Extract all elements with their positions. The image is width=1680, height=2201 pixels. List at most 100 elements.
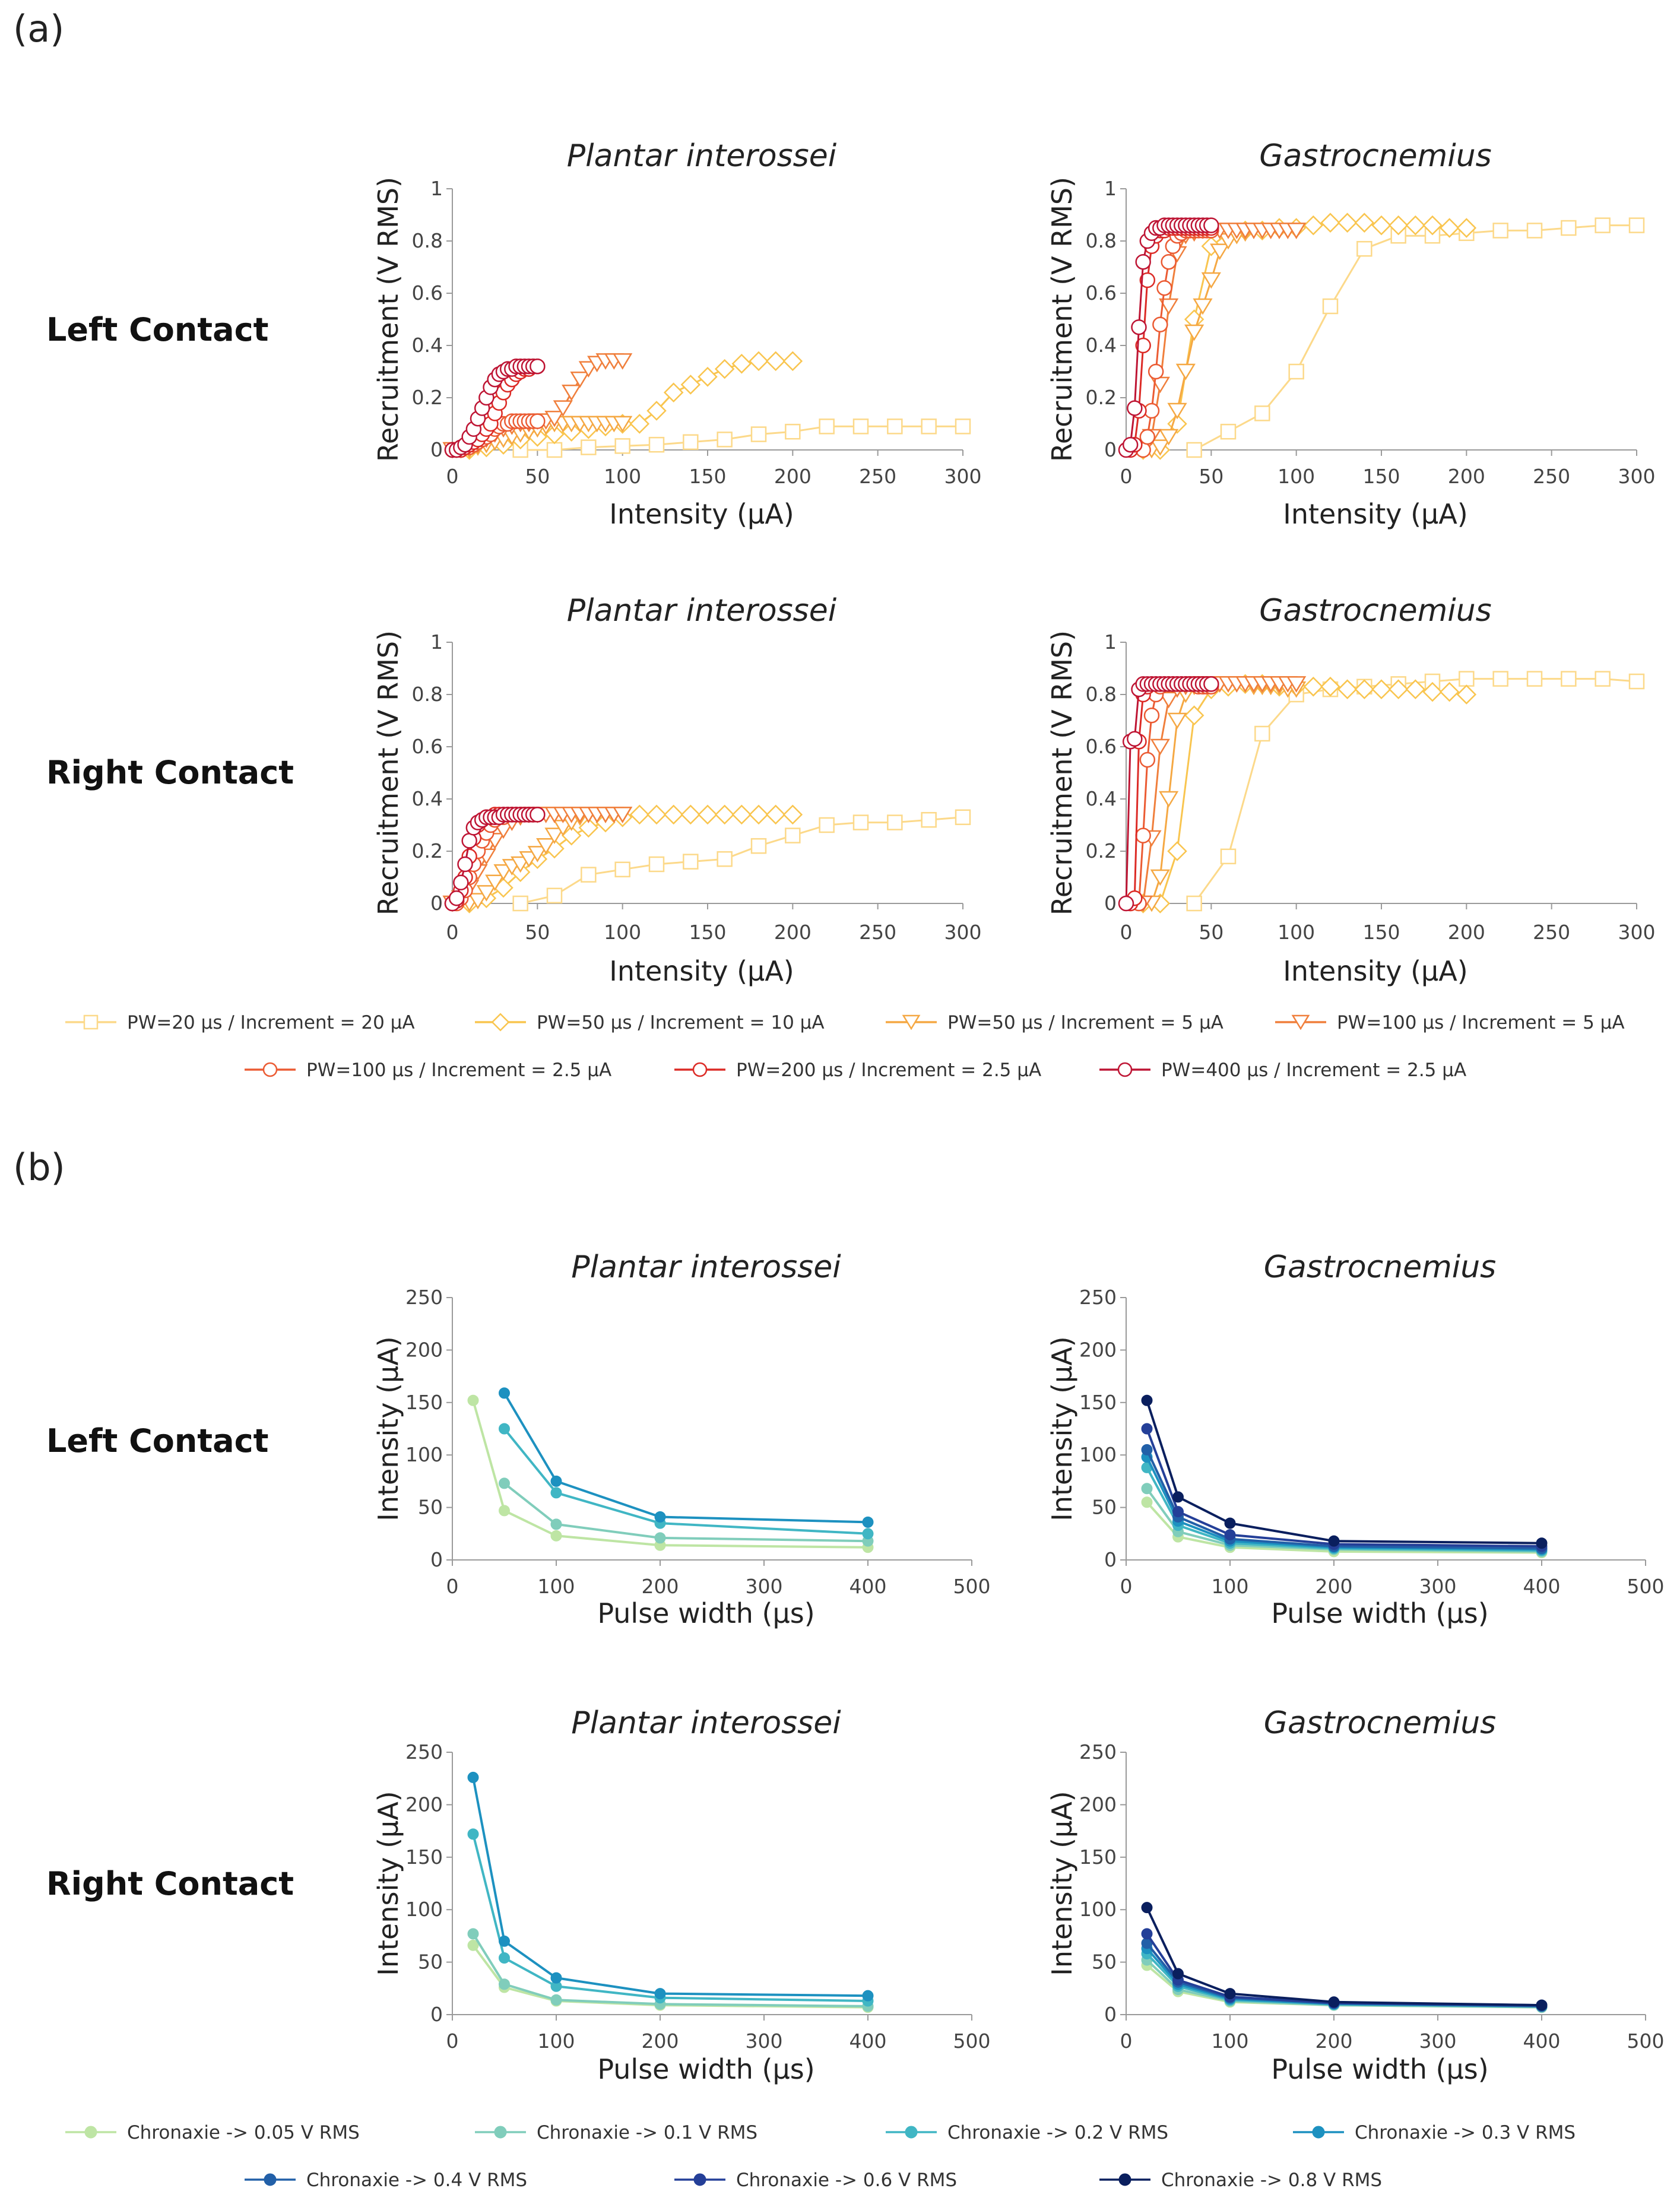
data-point bbox=[1156, 280, 1172, 296]
row-label-a-left: Left Contact bbox=[46, 311, 268, 348]
legend-item-chronaxie-0-2-v-rms: Chronaxie -> 0.2 V RMS bbox=[886, 2122, 1168, 2143]
data-point bbox=[1254, 725, 1270, 742]
data-point bbox=[1135, 253, 1151, 270]
x-axis-label: Intensity (µA) bbox=[1283, 498, 1467, 530]
x-tick-label: 100 bbox=[1212, 2029, 1249, 2053]
legend-label: PW=400 µs / Increment = 2.5 µA bbox=[1161, 1060, 1466, 1081]
series-pw-400-s-increment-2-5-a bbox=[1118, 217, 1219, 458]
legend-marker bbox=[1117, 1062, 1133, 1077]
data-point bbox=[1210, 243, 1230, 261]
data-point bbox=[457, 856, 473, 873]
x-tick-label: 500 bbox=[1627, 2029, 1665, 2053]
data-point bbox=[714, 359, 735, 379]
data-point bbox=[467, 1394, 479, 1406]
x-tick-label: 300 bbox=[746, 1575, 783, 1598]
legend-marker bbox=[262, 1062, 278, 1077]
data-point bbox=[1224, 1529, 1236, 1541]
legend-item-chronaxie-0-3-v-rms: Chronaxie -> 0.3 V RMS bbox=[1293, 2122, 1576, 2143]
legend-item-chronaxie-0-8-v-rms: Chronaxie -> 0.8 V RMS bbox=[1099, 2170, 1382, 2191]
legend-label: Chronaxie -> 0.05 V RMS bbox=[127, 2122, 360, 2143]
data-point bbox=[955, 418, 971, 435]
x-tick-label: 0 bbox=[1120, 1575, 1133, 1598]
data-point bbox=[1303, 677, 1324, 697]
data-point bbox=[499, 1477, 510, 1489]
y-tick-label: 150 bbox=[405, 1845, 443, 1869]
legend-marker bbox=[902, 1014, 921, 1030]
data-point bbox=[614, 438, 630, 454]
data-point bbox=[550, 1530, 562, 1542]
legend-item-chronaxie-0-05-v-rms: Chronaxie -> 0.05 V RMS bbox=[65, 2122, 360, 2143]
y-tick-label: 250 bbox=[405, 1286, 443, 1309]
data-point bbox=[1422, 215, 1443, 236]
legend-panel-b: Chronaxie -> 0.05 V RMS Chronaxie -> 0.1 … bbox=[65, 2122, 1576, 2191]
data-point bbox=[852, 418, 869, 435]
series-chronaxie-0-6-v-rms bbox=[1141, 1423, 1548, 1552]
y-tick-label: 0.6 bbox=[412, 735, 443, 758]
legend-label: PW=50 µs / Increment = 5 µA bbox=[947, 1012, 1223, 1033]
x-tick-label: 300 bbox=[1419, 2029, 1457, 2053]
legend-panel-a: PW=20 µs / Increment = 20 µA PW=50 µs / I… bbox=[65, 1012, 1625, 1081]
data-point bbox=[1150, 869, 1170, 886]
chart-a-right-pi: 0 50 100 150 200 250 300 0 0.2 0.4 0.6 0.8 1 Plantar … bbox=[372, 593, 982, 987]
data-point bbox=[467, 1939, 479, 1951]
data-point bbox=[717, 432, 733, 448]
x-tick-label: 400 bbox=[1523, 1575, 1561, 1598]
data-point bbox=[1254, 405, 1270, 421]
series-chronaxie-0-8-v-rms bbox=[1141, 1394, 1548, 1549]
data-point bbox=[1439, 681, 1460, 702]
data-point bbox=[519, 851, 539, 868]
legend-marker bbox=[83, 1014, 99, 1030]
y-tick-label: 200 bbox=[1079, 1793, 1117, 1816]
data-point bbox=[1150, 738, 1170, 756]
x-tick-label: 100 bbox=[1278, 465, 1315, 488]
data-point bbox=[1139, 272, 1156, 288]
data-point bbox=[561, 825, 582, 846]
chart-title: Gastrocnemius bbox=[1259, 138, 1492, 174]
data-point bbox=[1459, 671, 1475, 687]
data-point bbox=[1224, 1517, 1236, 1529]
data-point bbox=[1172, 1491, 1184, 1503]
x-tick-label: 300 bbox=[746, 2029, 783, 2053]
y-tick-label: 0 bbox=[1104, 1548, 1117, 1571]
y-tick-label: 1 bbox=[1104, 630, 1117, 654]
x-tick-label: 100 bbox=[538, 1575, 575, 1598]
x-tick-label: 300 bbox=[944, 921, 982, 944]
x-tick-label: 400 bbox=[849, 1575, 887, 1598]
x-tick-label: 100 bbox=[1212, 1575, 1249, 1598]
x-tick-label: 200 bbox=[774, 465, 812, 488]
data-point bbox=[1595, 217, 1611, 233]
data-point bbox=[955, 809, 971, 826]
legend-marker bbox=[84, 2126, 97, 2139]
legend-marker bbox=[264, 2173, 277, 2186]
x-tick-label: 100 bbox=[604, 921, 641, 944]
chart-a-left-ga: 0 50 100 150 200 250 300 0 0.2 0.4 0.6 0.8 1 Gastrocn… bbox=[1046, 138, 1656, 530]
data-point bbox=[1131, 319, 1147, 335]
data-point bbox=[1193, 298, 1213, 315]
data-point bbox=[581, 439, 597, 455]
y-tick-label: 0 bbox=[430, 892, 443, 915]
panel-label-a: (a) bbox=[13, 7, 64, 50]
data-point bbox=[527, 846, 547, 862]
x-tick-label: 0 bbox=[446, 465, 459, 488]
x-tick-label: 200 bbox=[1316, 1575, 1353, 1598]
series-chronaxie-0-3-v-rms bbox=[499, 1387, 874, 1528]
data-point bbox=[663, 804, 684, 825]
data-point bbox=[550, 1475, 562, 1487]
data-point bbox=[550, 1972, 562, 1984]
series-chronaxie-0-3-v-rms bbox=[467, 1771, 874, 2002]
y-axis-label: Recruitment (V RMS) bbox=[372, 630, 404, 915]
series-pw-400-s-increment-2-5-a bbox=[1118, 676, 1219, 912]
data-point bbox=[1456, 684, 1477, 705]
data-point bbox=[785, 423, 801, 440]
data-point bbox=[654, 1532, 666, 1544]
legend-label: Chronaxie -> 0.8 V RMS bbox=[1161, 2170, 1382, 2191]
data-point bbox=[544, 424, 565, 445]
data-point bbox=[654, 1988, 666, 2000]
data-point bbox=[1405, 679, 1426, 699]
y-axis-label: Intensity (µA) bbox=[372, 1791, 404, 1975]
legend-item-pw-400-s-increment-2-5-a: PW=400 µs / Increment = 2.5 µA bbox=[1099, 1060, 1466, 1081]
legend-item-chronaxie-0-1-v-rms: Chronaxie -> 0.1 V RMS bbox=[475, 2122, 757, 2143]
data-point bbox=[1184, 705, 1204, 725]
y-tick-label: 0.8 bbox=[412, 683, 443, 706]
